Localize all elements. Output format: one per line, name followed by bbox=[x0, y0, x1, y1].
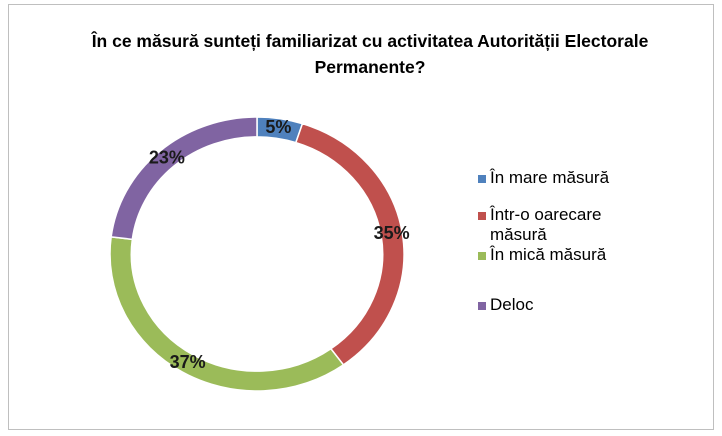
legend: În mare măsură Într-o oarecare măsură În m… bbox=[478, 168, 638, 315]
legend-item: În mare măsură bbox=[478, 168, 638, 188]
legend-swatch bbox=[478, 175, 486, 183]
legend-label: În mică măsură bbox=[490, 245, 607, 264]
legend-label: În mare măsură bbox=[490, 168, 610, 187]
data-label: 35% bbox=[374, 223, 410, 243]
legend-swatch bbox=[478, 212, 486, 220]
donut-slice bbox=[294, 122, 405, 366]
data-label: 23% bbox=[149, 147, 185, 167]
legend-item: Deloc bbox=[478, 295, 638, 315]
chart-frame bbox=[8, 4, 714, 430]
legend-label: Într-o oarecare măsură bbox=[490, 205, 602, 244]
legend-item: În mică măsură bbox=[478, 245, 638, 265]
legend-item: Într-o oarecare măsură bbox=[478, 205, 638, 245]
data-label: 37% bbox=[170, 352, 206, 372]
data-label: 5% bbox=[265, 117, 291, 137]
chart-title: În ce măsură sunteți familiarizat cu act… bbox=[91, 31, 649, 77]
donut-slice bbox=[110, 116, 258, 241]
legend-label: Deloc bbox=[490, 295, 534, 314]
donut-slice bbox=[109, 235, 345, 392]
legend-swatch bbox=[478, 302, 486, 310]
legend-swatch bbox=[478, 252, 486, 260]
